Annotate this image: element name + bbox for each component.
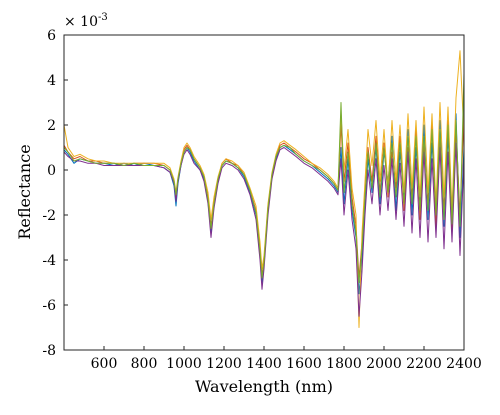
y-axis: -8 -6 -4 -2 0 2 4 6 xyxy=(42,28,68,359)
x-tick-label: 1200 xyxy=(206,356,242,372)
spectrum-line-3 xyxy=(64,50,464,328)
x-axis-title: Wavelength (nm) xyxy=(195,377,333,396)
y-tick-label: -4 xyxy=(42,253,56,269)
y-axis-multiplier: × 10-3 xyxy=(64,12,108,30)
y-tick-label: 0 xyxy=(47,163,56,179)
y-tick-label: 2 xyxy=(47,118,56,134)
x-tick-label: 600 xyxy=(91,356,118,372)
x-tick-label: 2400 xyxy=(446,356,482,372)
y-axis-title: Reflectance xyxy=(15,144,34,239)
x-tick-label: 2000 xyxy=(366,356,402,372)
x-tick-label: 1600 xyxy=(286,356,322,372)
y-tick-label: -2 xyxy=(42,208,56,224)
spectrum-line-4 xyxy=(64,142,464,317)
x-tick-label: 800 xyxy=(131,356,158,372)
y-tick-label: -8 xyxy=(42,343,56,359)
x-tick-label: 1000 xyxy=(166,356,202,372)
y-tick-label: -6 xyxy=(42,298,56,314)
x-tick-label: 2200 xyxy=(406,356,442,372)
x-axis: 600 800 1000 1200 1400 1600 1800 2000 2200 2400 xyxy=(91,346,482,372)
x-tick-label: 1800 xyxy=(326,356,362,372)
spectrum-line-5 xyxy=(64,73,464,283)
x-tick-label: 1400 xyxy=(246,356,282,372)
y-tick-label: 4 xyxy=(47,73,56,89)
series-layer xyxy=(64,50,464,328)
y-tick-label: 6 xyxy=(47,28,56,44)
